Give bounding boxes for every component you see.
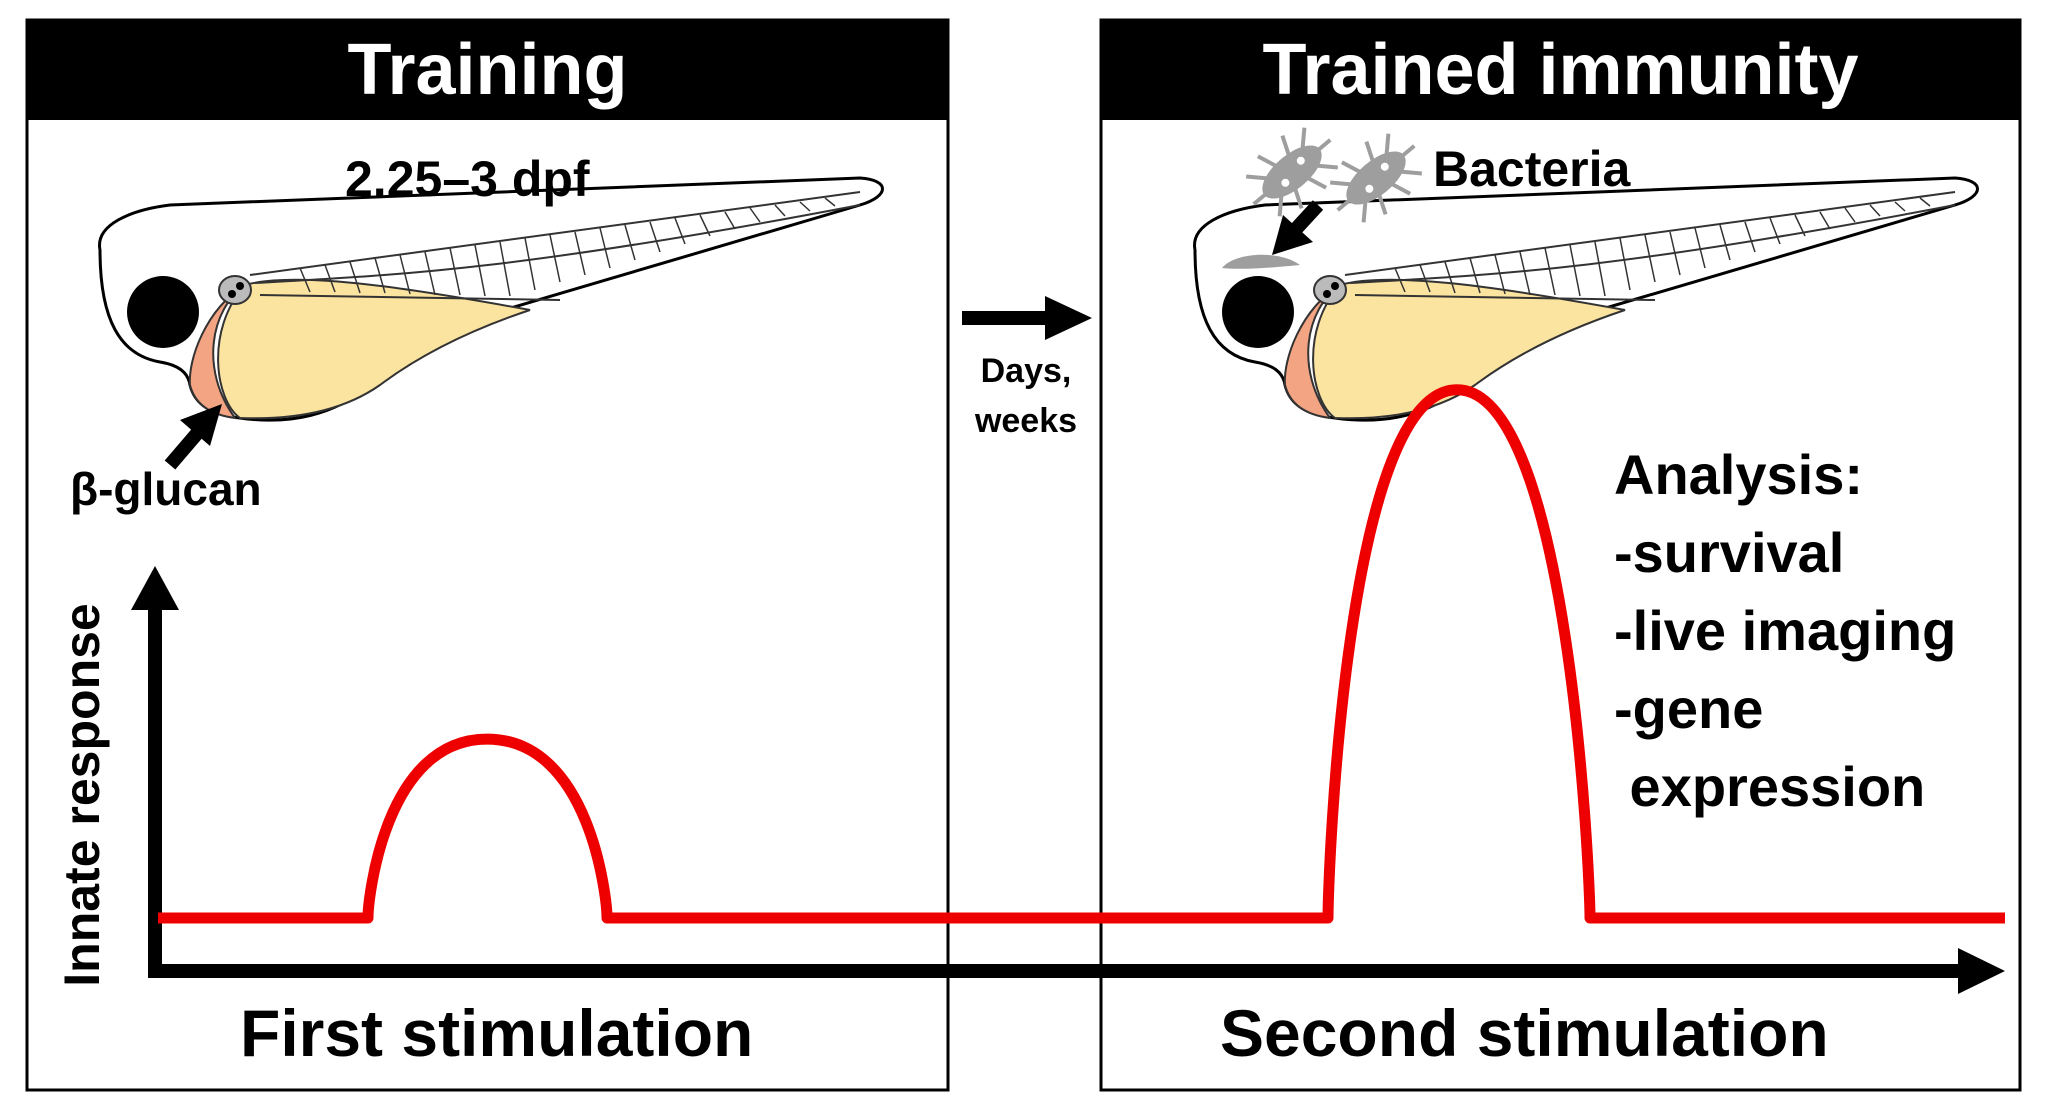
time-arrow — [962, 296, 1092, 340]
y-axis-label: Innate response — [54, 603, 110, 987]
stage-label: 2.25–3 dpf — [345, 151, 590, 207]
analysis-item: -live imaging — [1614, 599, 1957, 662]
bacteria-label: Bacteria — [1433, 141, 1631, 197]
beta-glucan-arrow — [164, 404, 222, 470]
innate-response-curve — [158, 384, 2005, 924]
beta-glucan-label: β-glucan — [70, 463, 262, 515]
analysis-heading: Analysis: — [1614, 443, 1863, 506]
analysis-item: -gene — [1614, 677, 1764, 740]
first-stimulation-label: First stimulation — [240, 996, 754, 1070]
time-interval-label: Days, weeks — [952, 346, 1100, 446]
time-interval-line2: weeks — [974, 402, 1078, 440]
zebrafish-larva-left — [98, 176, 884, 422]
x-axis-arrow — [148, 948, 2005, 994]
analysis-item: expression — [1614, 755, 1926, 818]
time-interval-line1: Days, — [980, 352, 1072, 390]
trained-immunity-header — [1101, 20, 2020, 120]
analysis-item: -survival — [1614, 521, 1845, 584]
training-header — [27, 20, 948, 120]
infection-site — [1222, 254, 1300, 269]
analysis-list: Analysis: -survival -live imaging -gene … — [1614, 436, 1956, 826]
training-title: Training — [347, 30, 628, 110]
second-stimulation-label: Second stimulation — [1220, 996, 1829, 1070]
bacteria-arrow — [1272, 200, 1324, 255]
y-axis-arrow — [131, 566, 179, 978]
trained-immunity-title: Trained immunity — [1262, 30, 1859, 110]
